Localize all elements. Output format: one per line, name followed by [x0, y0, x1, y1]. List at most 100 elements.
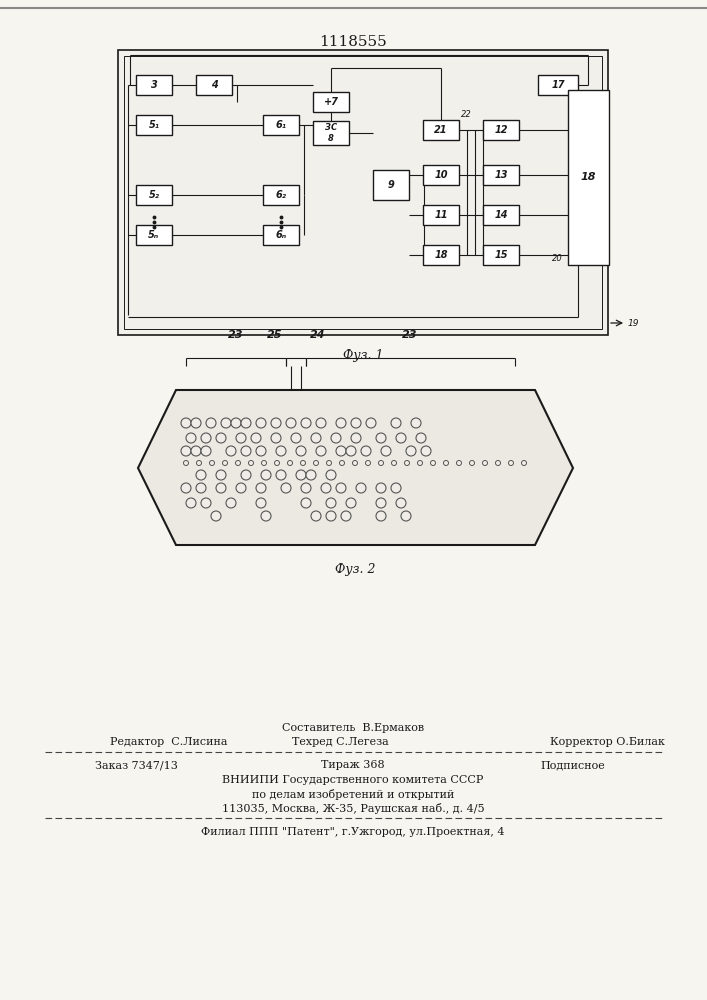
- Bar: [263, 115, 299, 135]
- Circle shape: [482, 460, 488, 466]
- Bar: [118, 50, 608, 335]
- Circle shape: [196, 470, 206, 480]
- Circle shape: [392, 460, 397, 466]
- Text: 6₁: 6₁: [276, 120, 286, 130]
- Circle shape: [376, 511, 386, 521]
- Bar: [263, 225, 299, 245]
- Circle shape: [241, 418, 251, 428]
- Text: 23: 23: [402, 330, 418, 340]
- Circle shape: [186, 433, 196, 443]
- Circle shape: [321, 483, 331, 493]
- Circle shape: [201, 433, 211, 443]
- Circle shape: [376, 483, 386, 493]
- Circle shape: [418, 460, 423, 466]
- Text: +7: +7: [324, 97, 339, 107]
- Circle shape: [421, 446, 431, 456]
- Text: 15: 15: [494, 250, 508, 260]
- Bar: [313, 92, 349, 112]
- Bar: [483, 205, 519, 225]
- Circle shape: [274, 460, 279, 466]
- Circle shape: [396, 433, 406, 443]
- Circle shape: [316, 446, 326, 456]
- Text: по делам изобретений и открытий: по делам изобретений и открытий: [252, 788, 454, 800]
- Text: 5₂: 5₂: [148, 190, 160, 200]
- Text: 5ₙ: 5ₙ: [148, 230, 160, 240]
- Circle shape: [201, 498, 211, 508]
- Circle shape: [522, 460, 527, 466]
- Circle shape: [313, 460, 318, 466]
- Circle shape: [216, 433, 226, 443]
- Circle shape: [281, 483, 291, 493]
- Circle shape: [226, 498, 236, 508]
- Circle shape: [206, 418, 216, 428]
- Text: 113035, Москва, Ж-35, Раушская наб., д. 4/5: 113035, Москва, Ж-35, Раушская наб., д. …: [222, 802, 484, 814]
- Text: Тираж 368: Тираж 368: [321, 760, 385, 770]
- Circle shape: [201, 446, 211, 456]
- Circle shape: [469, 460, 474, 466]
- Circle shape: [256, 418, 266, 428]
- Circle shape: [341, 511, 351, 521]
- Circle shape: [256, 483, 266, 493]
- Circle shape: [235, 460, 240, 466]
- Circle shape: [376, 498, 386, 508]
- Circle shape: [366, 418, 376, 428]
- Text: 3: 3: [151, 80, 158, 90]
- Circle shape: [316, 418, 326, 428]
- Bar: [423, 165, 459, 185]
- Circle shape: [378, 460, 383, 466]
- Circle shape: [326, 470, 336, 480]
- Circle shape: [236, 433, 246, 443]
- Circle shape: [296, 446, 306, 456]
- Text: Филиал ППП "Патент", г.Ужгород, ул.Проектная, 4: Филиал ППП "Патент", г.Ужгород, ул.Проек…: [201, 827, 505, 837]
- Text: 23: 23: [228, 330, 244, 340]
- Bar: [136, 115, 172, 135]
- Circle shape: [181, 483, 191, 493]
- Circle shape: [457, 460, 462, 466]
- Bar: [196, 75, 232, 95]
- Circle shape: [496, 460, 501, 466]
- Circle shape: [326, 511, 336, 521]
- Polygon shape: [138, 390, 573, 545]
- Bar: [124, 56, 602, 329]
- Text: 4: 4: [211, 80, 217, 90]
- Circle shape: [336, 483, 346, 493]
- Bar: [136, 225, 172, 245]
- Circle shape: [353, 460, 358, 466]
- Circle shape: [391, 483, 401, 493]
- Circle shape: [301, 483, 311, 493]
- Circle shape: [181, 418, 191, 428]
- Circle shape: [361, 446, 371, 456]
- Circle shape: [366, 460, 370, 466]
- Circle shape: [286, 418, 296, 428]
- Circle shape: [256, 446, 266, 456]
- Circle shape: [508, 460, 513, 466]
- Text: Фуз. 2: Фуз. 2: [334, 564, 375, 576]
- Text: 22: 22: [461, 110, 472, 119]
- Circle shape: [191, 446, 201, 456]
- Circle shape: [184, 460, 189, 466]
- Circle shape: [404, 460, 409, 466]
- Text: 20: 20: [552, 254, 563, 263]
- Text: 11: 11: [434, 210, 448, 220]
- Circle shape: [211, 511, 221, 521]
- Text: Корректор О.Билак: Корректор О.Билак: [550, 737, 665, 747]
- Bar: [136, 75, 172, 95]
- Circle shape: [181, 446, 191, 456]
- Circle shape: [391, 418, 401, 428]
- Circle shape: [346, 498, 356, 508]
- Text: Фуз. 1: Фуз. 1: [343, 349, 383, 361]
- Text: ЗС
8: ЗС 8: [325, 123, 337, 143]
- Circle shape: [256, 498, 266, 508]
- Bar: [313, 121, 349, 145]
- Circle shape: [336, 418, 346, 428]
- Bar: [483, 245, 519, 265]
- Circle shape: [411, 418, 421, 428]
- Bar: [423, 245, 459, 265]
- Text: 17: 17: [551, 80, 565, 90]
- Text: Подписное: Подписное: [540, 760, 604, 770]
- Circle shape: [241, 446, 251, 456]
- Circle shape: [336, 446, 346, 456]
- Circle shape: [351, 433, 361, 443]
- Text: 5₁: 5₁: [148, 120, 160, 130]
- Circle shape: [236, 483, 246, 493]
